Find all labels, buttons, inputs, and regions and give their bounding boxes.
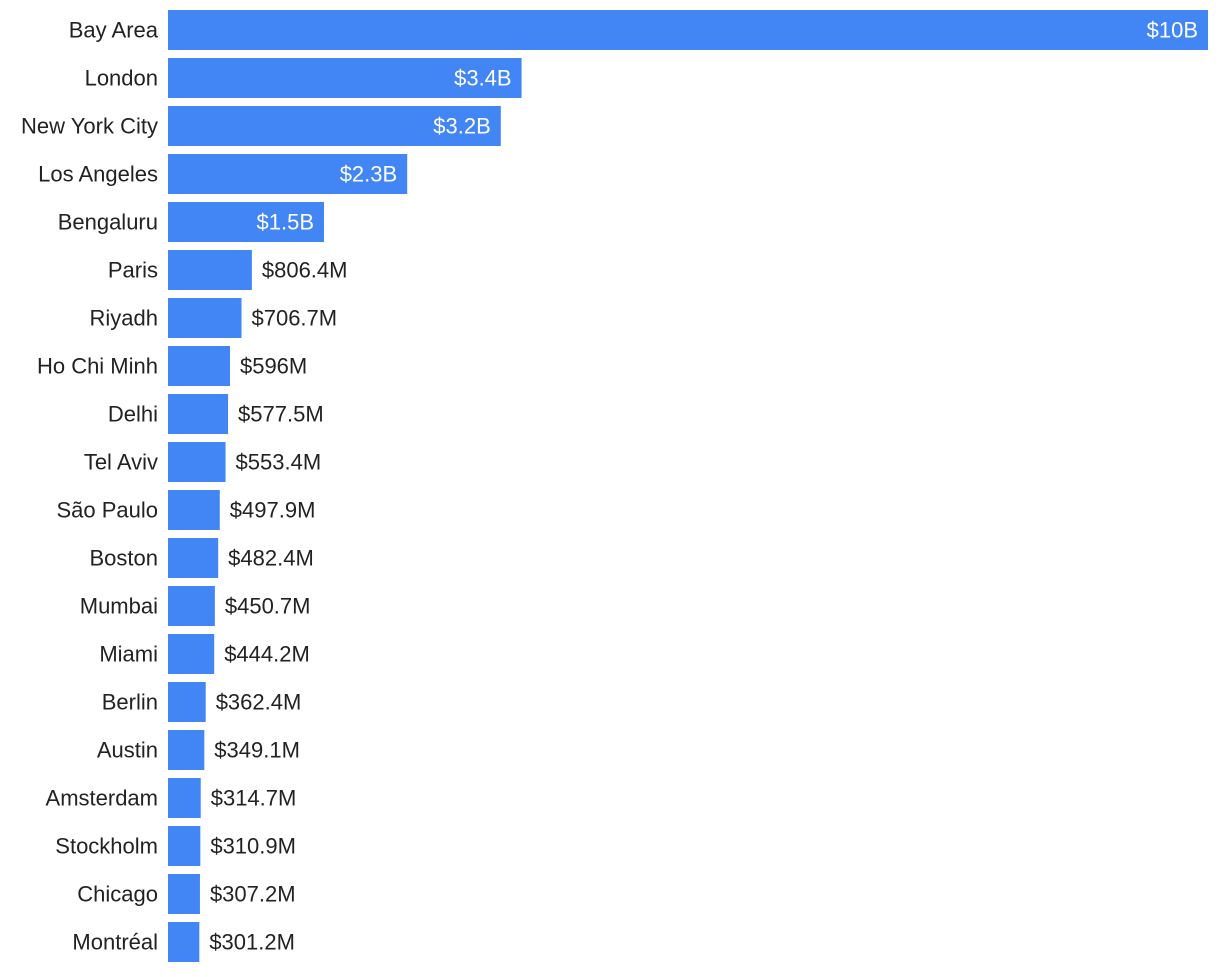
category-label: Austin xyxy=(97,738,158,763)
category-label: Berlin xyxy=(102,690,158,715)
bars-layer xyxy=(168,10,1208,962)
data-label: $482.4M xyxy=(228,546,314,571)
category-label: Bengaluru xyxy=(58,210,158,235)
bar xyxy=(168,682,206,722)
bar xyxy=(168,922,200,962)
data-label: $444.2M xyxy=(224,642,310,667)
data-label: $706.7M xyxy=(251,306,337,331)
bar xyxy=(168,826,201,866)
category-label: New York City xyxy=(21,114,158,139)
data-label: $10B xyxy=(1147,18,1198,43)
bar xyxy=(168,298,242,338)
data-label: $596M xyxy=(240,354,307,379)
bar xyxy=(168,874,200,914)
bar xyxy=(168,490,220,530)
data-label: $2.3B xyxy=(340,162,398,187)
data-label: $314.7M xyxy=(211,786,297,811)
category-label: Los Angeles xyxy=(38,162,158,187)
category-label: Paris xyxy=(108,258,158,283)
category-label: Montréal xyxy=(72,930,158,955)
category-label: São Paulo xyxy=(56,498,158,523)
category-label: Miami xyxy=(99,642,158,667)
category-label: London xyxy=(85,66,158,91)
category-label: Tel Aviv xyxy=(84,450,158,475)
bar xyxy=(168,394,229,434)
bar xyxy=(168,442,226,482)
bar xyxy=(168,634,215,674)
data-label: $497.9M xyxy=(230,498,316,523)
bar xyxy=(168,586,215,626)
bar xyxy=(168,10,1208,50)
data-label: $307.2M xyxy=(210,882,296,907)
data-label: $577.5M xyxy=(238,402,324,427)
category-label: Chicago xyxy=(77,882,158,907)
data-label: $450.7M xyxy=(225,594,311,619)
labels-layer: Bay Area $10B London $3.4B New York City $3.2… xyxy=(21,18,1198,955)
data-label: $3.4B xyxy=(454,66,512,91)
bar xyxy=(168,778,201,818)
data-label: $362.4M xyxy=(216,690,302,715)
bar xyxy=(168,154,408,194)
category-label: Ho Chi Minh xyxy=(37,354,158,379)
bar xyxy=(168,538,219,578)
bar xyxy=(168,730,205,770)
bar xyxy=(168,106,501,146)
data-label: $806.4M xyxy=(262,258,348,283)
category-label: Boston xyxy=(90,546,159,571)
data-label: $3.2B xyxy=(433,114,491,139)
category-label: Mumbai xyxy=(80,594,158,619)
data-label: $1.5B xyxy=(257,210,315,235)
bar xyxy=(168,202,324,242)
data-label: $349.1M xyxy=(214,738,300,763)
data-label: $553.4M xyxy=(236,450,322,475)
category-label: Bay Area xyxy=(69,18,159,43)
bar xyxy=(168,58,522,98)
data-label: $310.9M xyxy=(210,834,296,859)
category-label: Riyadh xyxy=(90,306,158,331)
category-label: Stockholm xyxy=(55,834,158,859)
bar xyxy=(168,250,252,290)
bar xyxy=(168,346,230,386)
category-label: Delhi xyxy=(108,402,158,427)
data-label: $301.2M xyxy=(209,930,295,955)
category-label: Amsterdam xyxy=(46,786,158,811)
